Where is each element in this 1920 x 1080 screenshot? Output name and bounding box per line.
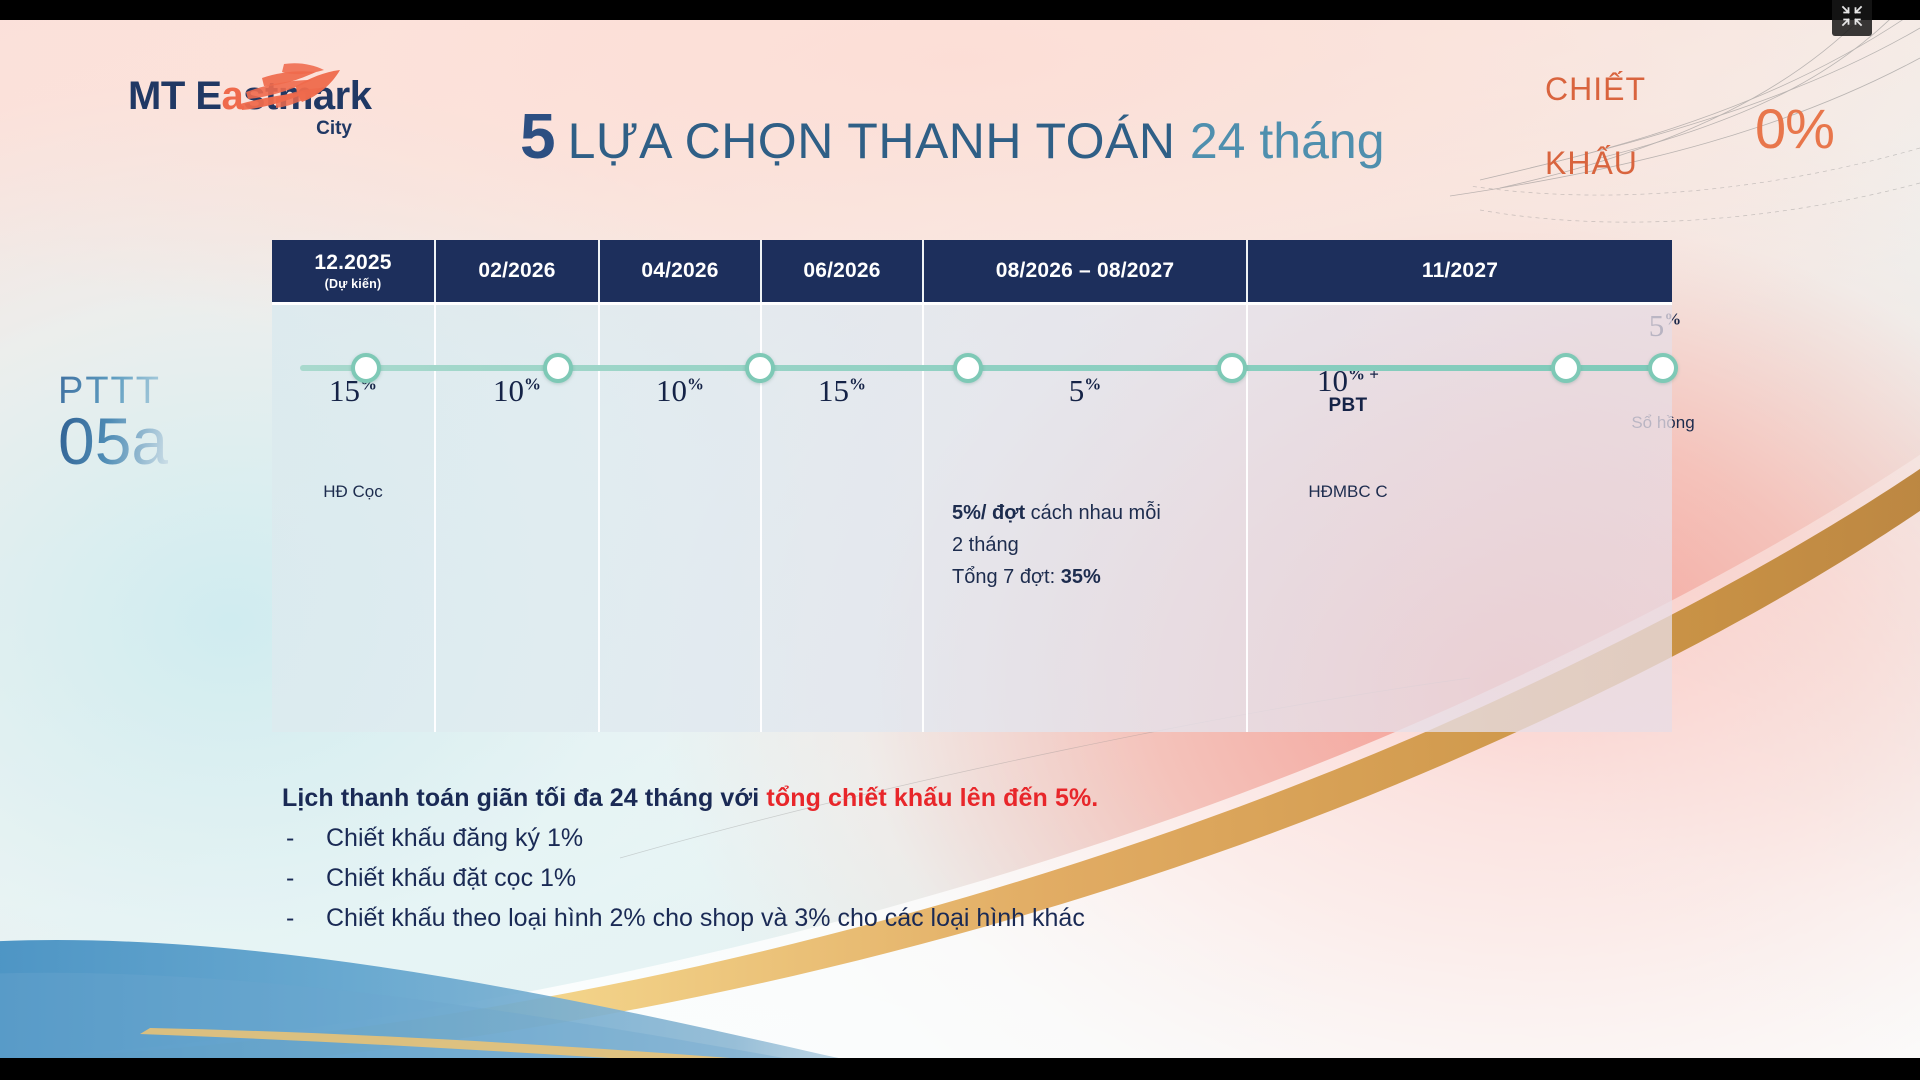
timeline-dot[interactable] [953, 353, 983, 383]
discount-label-line2: KHẤU [1545, 145, 1638, 181]
logo-brand-accent: a [221, 74, 244, 118]
footer-bullet: - Chiết khấu theo loại hình 2% cho shop … [282, 904, 1098, 933]
milestone-percent: 10% + PBT [1248, 363, 1448, 417]
milestone-label: HĐ Cọc [323, 482, 383, 501]
footer-bullet: - Chiết khấu đăng ký 1% [282, 824, 1098, 853]
discount-value: 0% [1755, 97, 1835, 160]
note-total: 35% [1060, 566, 1101, 588]
header-date: 08/2026 – 08/2027 [995, 259, 1175, 282]
headline-plain: Lịch thanh toán giãn tối đa 24 tháng với [282, 784, 767, 812]
logo-brand-prefix: MT E [128, 74, 222, 118]
footer-headline: Lịch thanh toán giãn tối đa 24 tháng với… [282, 784, 1098, 813]
table-header-cell: 12.2025 (Dự kiến) [272, 240, 436, 302]
bullet-text: Chiết khấu đặt cọc 1% [326, 864, 577, 892]
header-date: 02/2026 [478, 259, 556, 282]
timeline-dot[interactable] [1551, 353, 1581, 383]
bullet-text: Chiết khấu đăng ký 1% [326, 824, 584, 852]
header-date: 12.2025 [314, 251, 392, 274]
watermark-code: PTTT [58, 370, 168, 413]
bullet-marker: - [286, 824, 295, 852]
watermark-variant: 05a [58, 404, 169, 478]
logo-subtitle: City [316, 118, 352, 139]
discount-label: CHIẾT KHẤU [1545, 73, 1646, 179]
milestone-percent: 15% [329, 373, 377, 408]
timeline-dot[interactable] [543, 353, 573, 383]
milestone-percent: 10% [656, 373, 704, 408]
table-header-cell: 04/2026 [600, 240, 762, 302]
milestone-percent: 15% [818, 373, 866, 408]
installment-note: 5%/ đợt cách nhau mỗi 2 tháng Tổng 7 đợt… [952, 497, 1228, 593]
table-header-cell: 02/2026 [436, 240, 600, 302]
payment-schedule-table: 12.2025 (Dự kiến) 02/2026 04/2026 06/202… [272, 240, 1672, 732]
header-note: (Dự kiến) [324, 277, 382, 291]
note-line3-prefix: Tổng 7 đợt: [952, 566, 1061, 588]
note-line2: 2 tháng [952, 534, 1019, 556]
timeline-track [300, 365, 1678, 371]
header-date: 11/2027 [1421, 259, 1499, 282]
note-rest: cách nhau mỗi [1025, 502, 1161, 524]
bullet-text: Chiết khấu theo loại hình 2% cho shop và… [326, 904, 1085, 932]
header-date: 04/2026 [641, 259, 719, 282]
footer-bullet: - Chiết khấu đặt cọc 1% [282, 864, 1098, 893]
exit-fullscreen-icon [1841, 5, 1863, 27]
discount-label-line1: CHIẾT [1545, 71, 1646, 107]
flame-leaf-icon [240, 63, 340, 110]
exit-fullscreen-button[interactable] [1832, 0, 1872, 36]
footer-notes: Lịch thanh toán giãn tối đa 24 tháng với… [282, 784, 1098, 933]
table-header-cell: 06/2026 [762, 240, 924, 302]
bullet-marker: - [286, 864, 295, 892]
timeline-dot[interactable] [1648, 353, 1678, 383]
window-top-bar [0, 0, 1920, 20]
timeline-dot[interactable] [1217, 353, 1247, 383]
milestone-pbt: PBT [1328, 395, 1368, 416]
window-bottom-bar [0, 1058, 1920, 1080]
table-header-row: 12.2025 (Dự kiến) 02/2026 04/2026 06/202… [272, 240, 1672, 302]
milestone-percent: 5% [1068, 373, 1102, 408]
brand-logo: MT Eastmark City [128, 63, 372, 140]
table-header-cell: 08/2026 – 08/2027 [924, 240, 1248, 302]
timeline-dot[interactable] [745, 353, 775, 383]
table-header-cell: 11/2027 [1248, 240, 1672, 302]
title-main: LỰA CHỌN THANH TOÁN [567, 113, 1190, 169]
headline-highlight: tổng chiết khấu lên đến 5%. [766, 784, 1099, 812]
timeline-dot[interactable] [351, 353, 381, 383]
milestone-label: HĐMBC C [1308, 482, 1388, 501]
payment-plan-watermark: PTTT 05a [58, 370, 168, 476]
header-date: 06/2026 [803, 259, 881, 282]
bullet-marker: - [286, 904, 295, 932]
page-title: 5 LỰA CHỌN THANH TOÁN 24 tháng [520, 104, 1385, 168]
milestone-percent: 10% [493, 373, 541, 408]
title-months: 24 tháng [1189, 113, 1385, 169]
note-bold-rate: 5%/ đợt [952, 502, 1026, 524]
title-number: 5 [520, 100, 556, 172]
